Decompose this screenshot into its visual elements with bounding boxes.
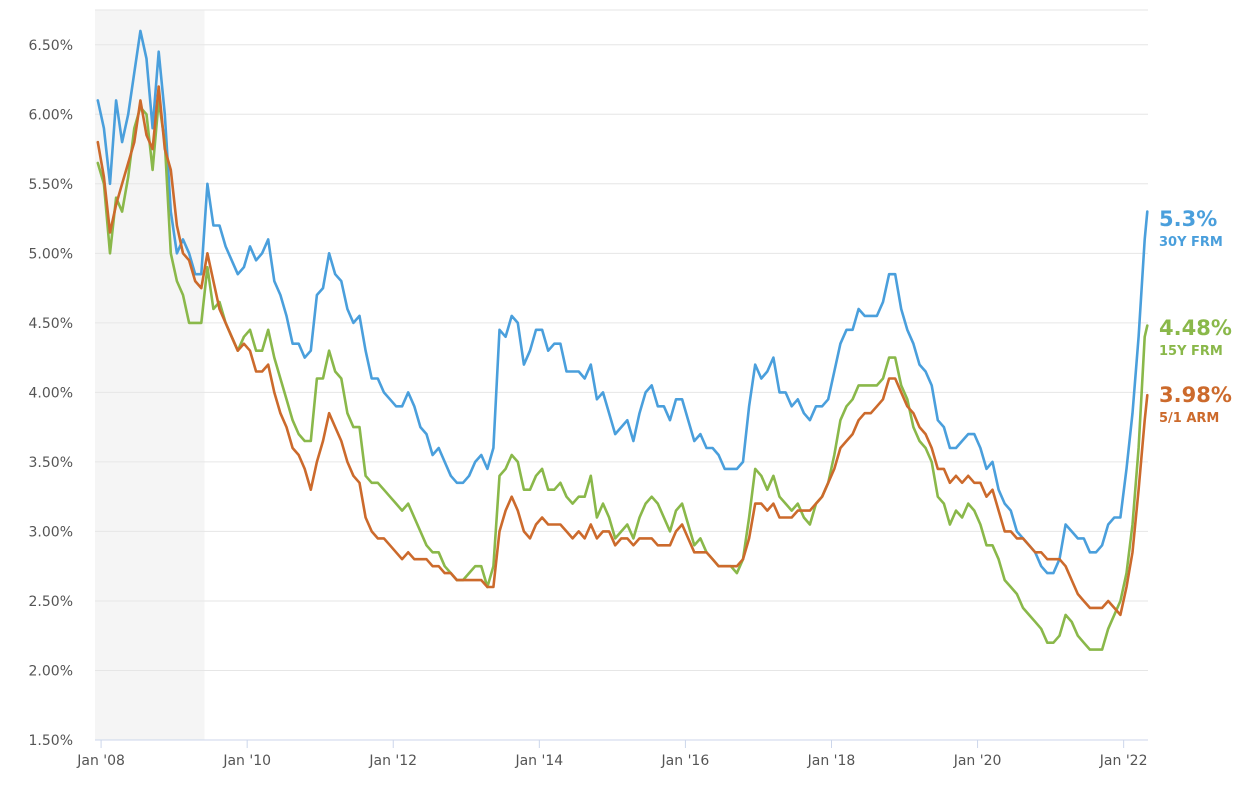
y-tick-label: 5.00% [29,246,73,262]
y-tick-label: 3.50% [29,455,73,471]
shaded-period [95,10,205,740]
y-tick-label: 6.00% [29,107,73,123]
end-value-arm51: 3.98% [1159,383,1232,407]
series-lines [96,29,1149,651]
y-tick-label: 6.50% [29,38,73,54]
gridlines [95,9,1148,741]
series-line-frm30 [96,29,1149,575]
end-label-frm15: 15Y FRM [1159,344,1223,359]
end-label-frm30: 30Y FRM [1159,235,1223,250]
x-tick-label: Jan '18 [807,753,856,769]
x-tick-label: Jan '22 [1099,753,1148,769]
x-tick-label: Jan '12 [368,753,417,769]
y-tick-label: 2.50% [29,594,73,610]
x-axis: Jan '08 Jan '10 Jan '12 Jan '14 Jan '16 Jan '… [76,739,1148,769]
y-tick-label: 3.00% [29,524,73,540]
y-tick-label: 4.00% [29,385,73,401]
x-tick-label: Jan '20 [953,753,1002,769]
series-line-frm15 [96,99,1149,651]
end-value-frm15: 4.48% [1159,316,1232,340]
x-tick-label: Jan '08 [76,753,125,769]
y-tick-label: 4.50% [29,316,73,332]
end-value-frm30: 5.3% [1159,207,1217,231]
series-line-arm51 [96,85,1149,617]
x-tick-label: Jan '10 [222,753,271,769]
y-tick-label: 2.00% [29,663,73,679]
y-tick-label: 1.50% [29,733,73,749]
end-label-arm51: 5/1 ARM [1159,411,1219,426]
x-tick-label: Jan '14 [514,753,563,769]
end-labels: 5.3% 30Y FRM 4.48% 15Y FRM 3.98% 5/1 ARM [1159,207,1232,426]
y-axis: 1.50% 2.00% 2.50% 3.00% 3.50% 4.00% 4.50% 5.00%… [29,38,73,749]
x-tick-label: Jan '16 [661,753,710,769]
y-tick-label: 5.50% [29,177,73,193]
